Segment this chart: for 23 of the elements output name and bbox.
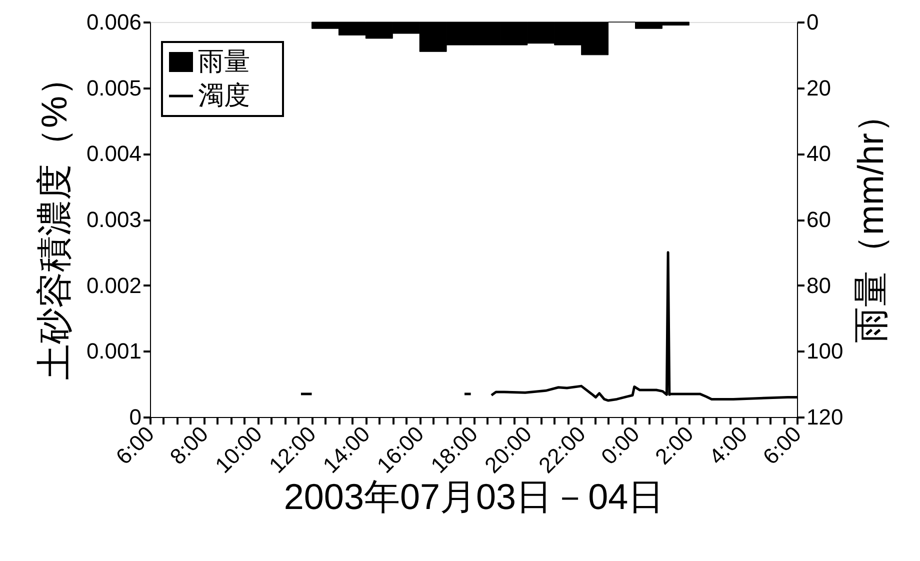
- y-tick-label: 0.005: [86, 75, 142, 100]
- y2-tick-label: 60: [806, 207, 831, 232]
- y2-tick-label: 100: [806, 338, 844, 364]
- y2-tick-label: 0: [806, 10, 819, 34]
- y2-tick-label: 80: [806, 272, 831, 298]
- y-tick-label: 0.004: [86, 141, 142, 166]
- y2-tick-label: 20: [806, 75, 831, 100]
- y-tick-label: 0.006: [86, 10, 142, 34]
- x-tick-label: 0:00: [596, 421, 644, 470]
- legend-label: 濁度: [198, 80, 250, 110]
- legend-label: 雨量: [198, 46, 250, 76]
- x-tick-label: 4:00: [704, 421, 752, 470]
- x-tick-label: 8:00: [164, 421, 213, 470]
- y-tick-label: 0.001: [86, 338, 142, 364]
- x-tick-label: 6:00: [758, 421, 806, 470]
- y-tick-label: 0.002: [86, 272, 142, 298]
- x-axis-title: 2003年07月03日－04日: [284, 476, 664, 518]
- y2-tick-label: 120: [806, 404, 844, 430]
- y-axis-title: 土砂容積濃度（%）: [33, 60, 74, 380]
- y-tick-label: 0: [129, 404, 142, 430]
- y2-tick-label: 40: [806, 141, 831, 166]
- y2-axis-title: 雨量（mm/hr）: [850, 97, 892, 343]
- y-tick-label: 0.003: [86, 207, 142, 232]
